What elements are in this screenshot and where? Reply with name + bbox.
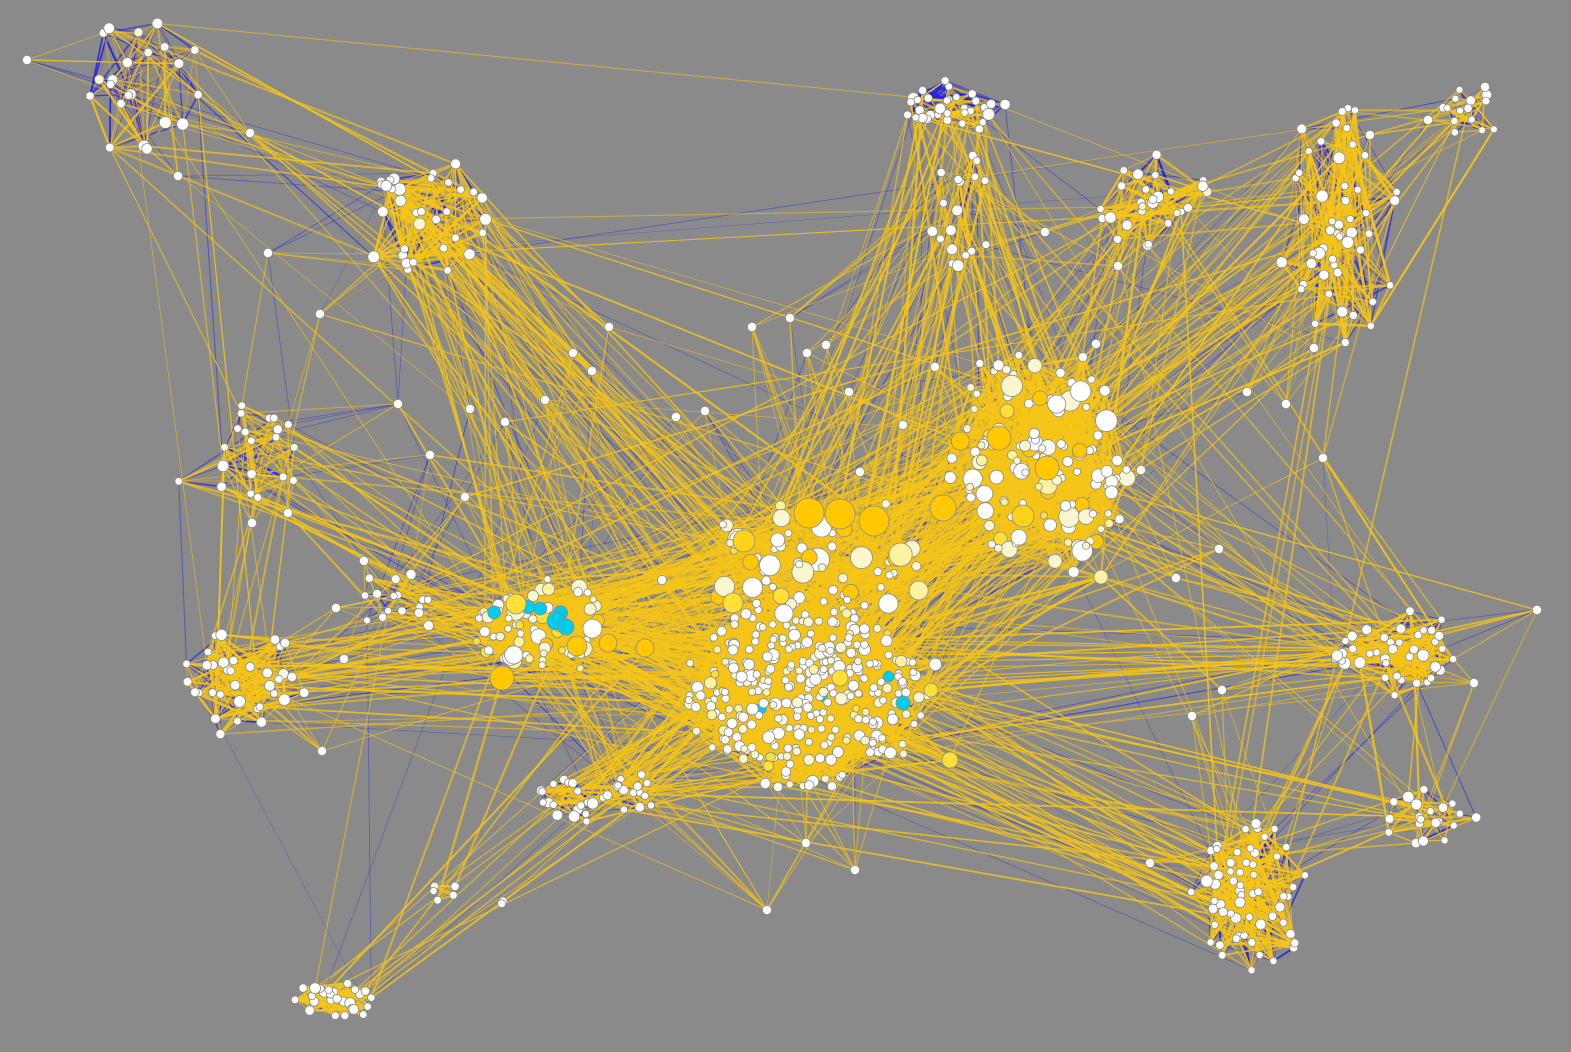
graph-edge-positive <box>148 49 195 53</box>
graph-edge-positive <box>224 447 252 475</box>
graph-edge-positive <box>102 32 114 80</box>
graph-edge-positive <box>146 52 150 149</box>
graph-edge-negative <box>198 692 221 735</box>
graph-edge-positive <box>193 50 199 95</box>
graph-edge-negative <box>1423 789 1453 804</box>
graph-edge-positive <box>108 28 148 149</box>
graph-edge-negative <box>178 63 184 125</box>
graph-edge-negative <box>1149 813 1460 864</box>
graph-edge-positive <box>245 428 278 433</box>
graph-edge-negative <box>1155 154 1172 192</box>
graph-edge-positive <box>187 681 216 720</box>
graph-edge-positive <box>207 638 276 653</box>
graph-edge-positive <box>403 163 457 250</box>
graph-edge-positive <box>108 28 166 123</box>
graph-edge-positive <box>178 436 277 483</box>
graph-edge-positive <box>98 28 111 80</box>
graph-edge-positive <box>143 63 180 147</box>
graph-edge-negative <box>177 172 434 177</box>
graph-edge-positive <box>88 95 111 148</box>
graph-edge-negative <box>267 188 400 254</box>
graph-edge-negative <box>156 22 196 51</box>
graph-edge-negative <box>103 32 149 53</box>
graph-edge-negative <box>222 465 487 615</box>
graph-edge-negative <box>267 179 391 254</box>
graph-edge-negative <box>1416 682 1477 818</box>
graph-edge-positive <box>250 417 275 475</box>
graph-edge-negative <box>237 403 399 429</box>
graph-edge-negative <box>89 31 140 97</box>
graph-edge-positive <box>98 78 148 150</box>
graph-edge-negative <box>221 436 277 488</box>
graph-edge-positive <box>194 691 263 724</box>
graph-edge-positive <box>251 446 295 475</box>
graph-edge-positive <box>110 84 148 150</box>
graph-edge-positive <box>108 27 180 65</box>
graph-edge-positive <box>222 428 279 467</box>
graph-edge-positive <box>266 672 305 694</box>
graph-edge-positive <box>432 172 475 194</box>
graph-edge-negative <box>177 175 483 199</box>
graph-edge-negative <box>1442 609 1538 650</box>
graph-edge-negative <box>1060 372 1443 650</box>
graph-edge-positive <box>126 23 158 63</box>
graph-edge-positive <box>178 479 294 483</box>
graph-edge-negative <box>789 231 933 319</box>
graph-edge-negative <box>109 123 183 149</box>
graph-edge-positive <box>143 63 180 147</box>
graph-edge-positive <box>112 78 199 96</box>
graph-edge-positive <box>109 103 122 148</box>
graph-edge-positive <box>108 28 128 63</box>
graph-edge-negative <box>443 191 1172 249</box>
graph-edge-positive <box>164 46 195 51</box>
graph-edge-positive <box>156 23 180 64</box>
graph-edge-negative <box>363 560 399 596</box>
graph-edge-negative <box>194 50 224 466</box>
graph-edge-negative <box>972 93 1006 106</box>
graph-edge-positive <box>186 639 276 665</box>
graph-edge-positive <box>187 672 268 683</box>
graph-edge-negative <box>178 481 188 664</box>
graph-edge-negative <box>957 179 967 256</box>
graph-edge-negative <box>147 52 375 258</box>
graph-edge-positive <box>128 46 166 96</box>
graph-edge-negative <box>128 46 166 96</box>
graph-edge-negative <box>579 416 677 588</box>
